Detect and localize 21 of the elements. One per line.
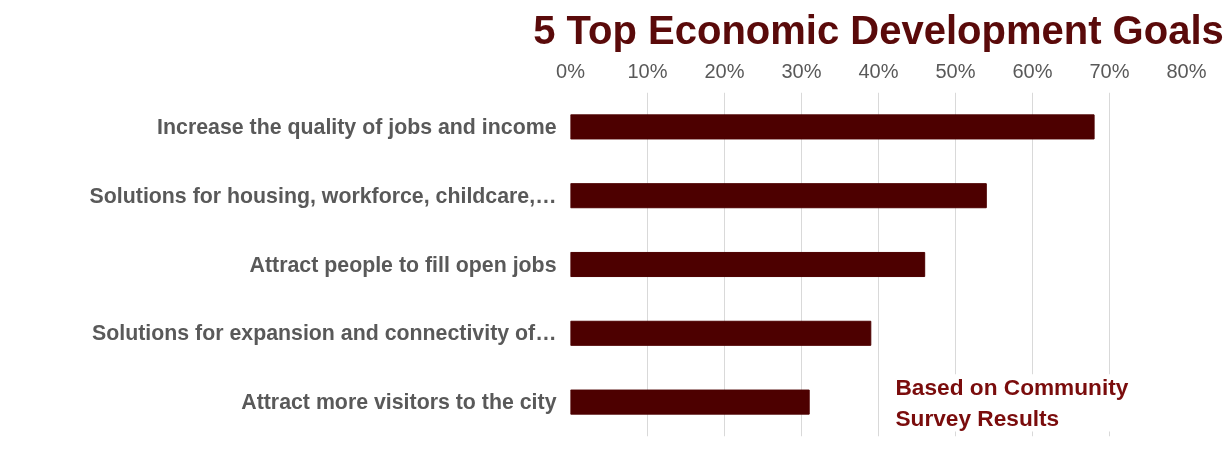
y-tick-label: Attract more visitors to the city (241, 390, 557, 415)
x-tick-label: 0% (556, 59, 586, 82)
x-tick-label: 20% (704, 59, 745, 82)
x-tick-label: 60% (1012, 59, 1053, 82)
chart-title: 5 Top Economic Development Goals (533, 7, 1224, 52)
y-tick-label: Solutions for expansion and connectivity of… (91, 321, 557, 346)
x-tick-label: 80% (1166, 59, 1207, 82)
x-tick-label: 30% (781, 59, 822, 82)
y-tick-label: Increase the quality of jobs and income (157, 114, 557, 139)
x-tick-label: 10% (627, 59, 668, 82)
bar (570, 183, 987, 209)
bar (570, 320, 872, 346)
bar (570, 251, 926, 278)
annotation: Based on Community Survey Results (895, 374, 1129, 432)
x-tick-label: 40% (858, 59, 899, 82)
y-tick-label: Attract people to fill open jobs (249, 252, 557, 277)
x-tick-label: 50% (935, 59, 976, 82)
x-tick-label: 70% (1089, 59, 1130, 82)
y-tick-label: Solutions for housing, workforce, childcare,… (89, 183, 557, 208)
bar (570, 389, 810, 415)
bar (570, 114, 1095, 140)
